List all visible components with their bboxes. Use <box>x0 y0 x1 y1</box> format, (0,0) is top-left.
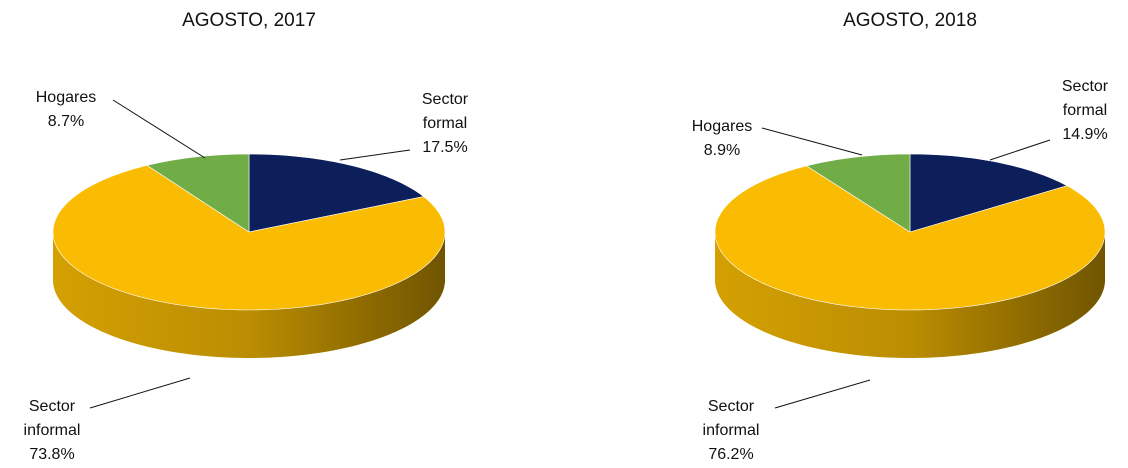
value-label: 73.8% <box>29 446 75 463</box>
value-label: 17.5% <box>422 139 468 156</box>
leader-line <box>761 127 863 156</box>
category-label: Sector informal <box>23 398 81 439</box>
slice <box>805 153 911 233</box>
value-label: 8.9% <box>703 142 741 159</box>
slice <box>52 165 446 311</box>
leader-line <box>774 379 871 409</box>
chart-title: AGOSTO, 2017 <box>182 10 316 31</box>
slice <box>909 153 1068 233</box>
value-label: 8.7% <box>47 113 85 130</box>
slice <box>248 153 425 233</box>
data-label: Sector formal 14.9% <box>1045 75 1125 147</box>
leader-line <box>989 139 1051 161</box>
chart-title: AGOSTO, 2018 <box>843 10 977 31</box>
value-label: 76.2% <box>708 446 754 463</box>
data-label: Hogares 8.7% <box>26 86 106 134</box>
category-label: Hogares <box>691 118 753 135</box>
category-label: Hogares <box>35 89 97 106</box>
category-label: Sector formal <box>1061 78 1109 119</box>
slice-side-shade <box>715 232 1105 358</box>
category-label: Sector formal <box>421 91 469 132</box>
data-label: Sector informal 76.2% <box>691 395 771 467</box>
leader-line <box>112 99 206 159</box>
slice-side-shade <box>53 232 445 358</box>
leader-line <box>89 377 191 409</box>
data-label: Hogares 8.9% <box>682 115 762 163</box>
slice <box>714 165 1106 311</box>
slice <box>146 153 250 233</box>
value-label: 14.9% <box>1062 126 1108 143</box>
data-label: Sector formal 17.5% <box>405 88 485 160</box>
leader-line <box>339 149 411 161</box>
category-label: Sector informal <box>702 398 760 439</box>
data-label: Sector informal 73.8% <box>12 395 92 467</box>
